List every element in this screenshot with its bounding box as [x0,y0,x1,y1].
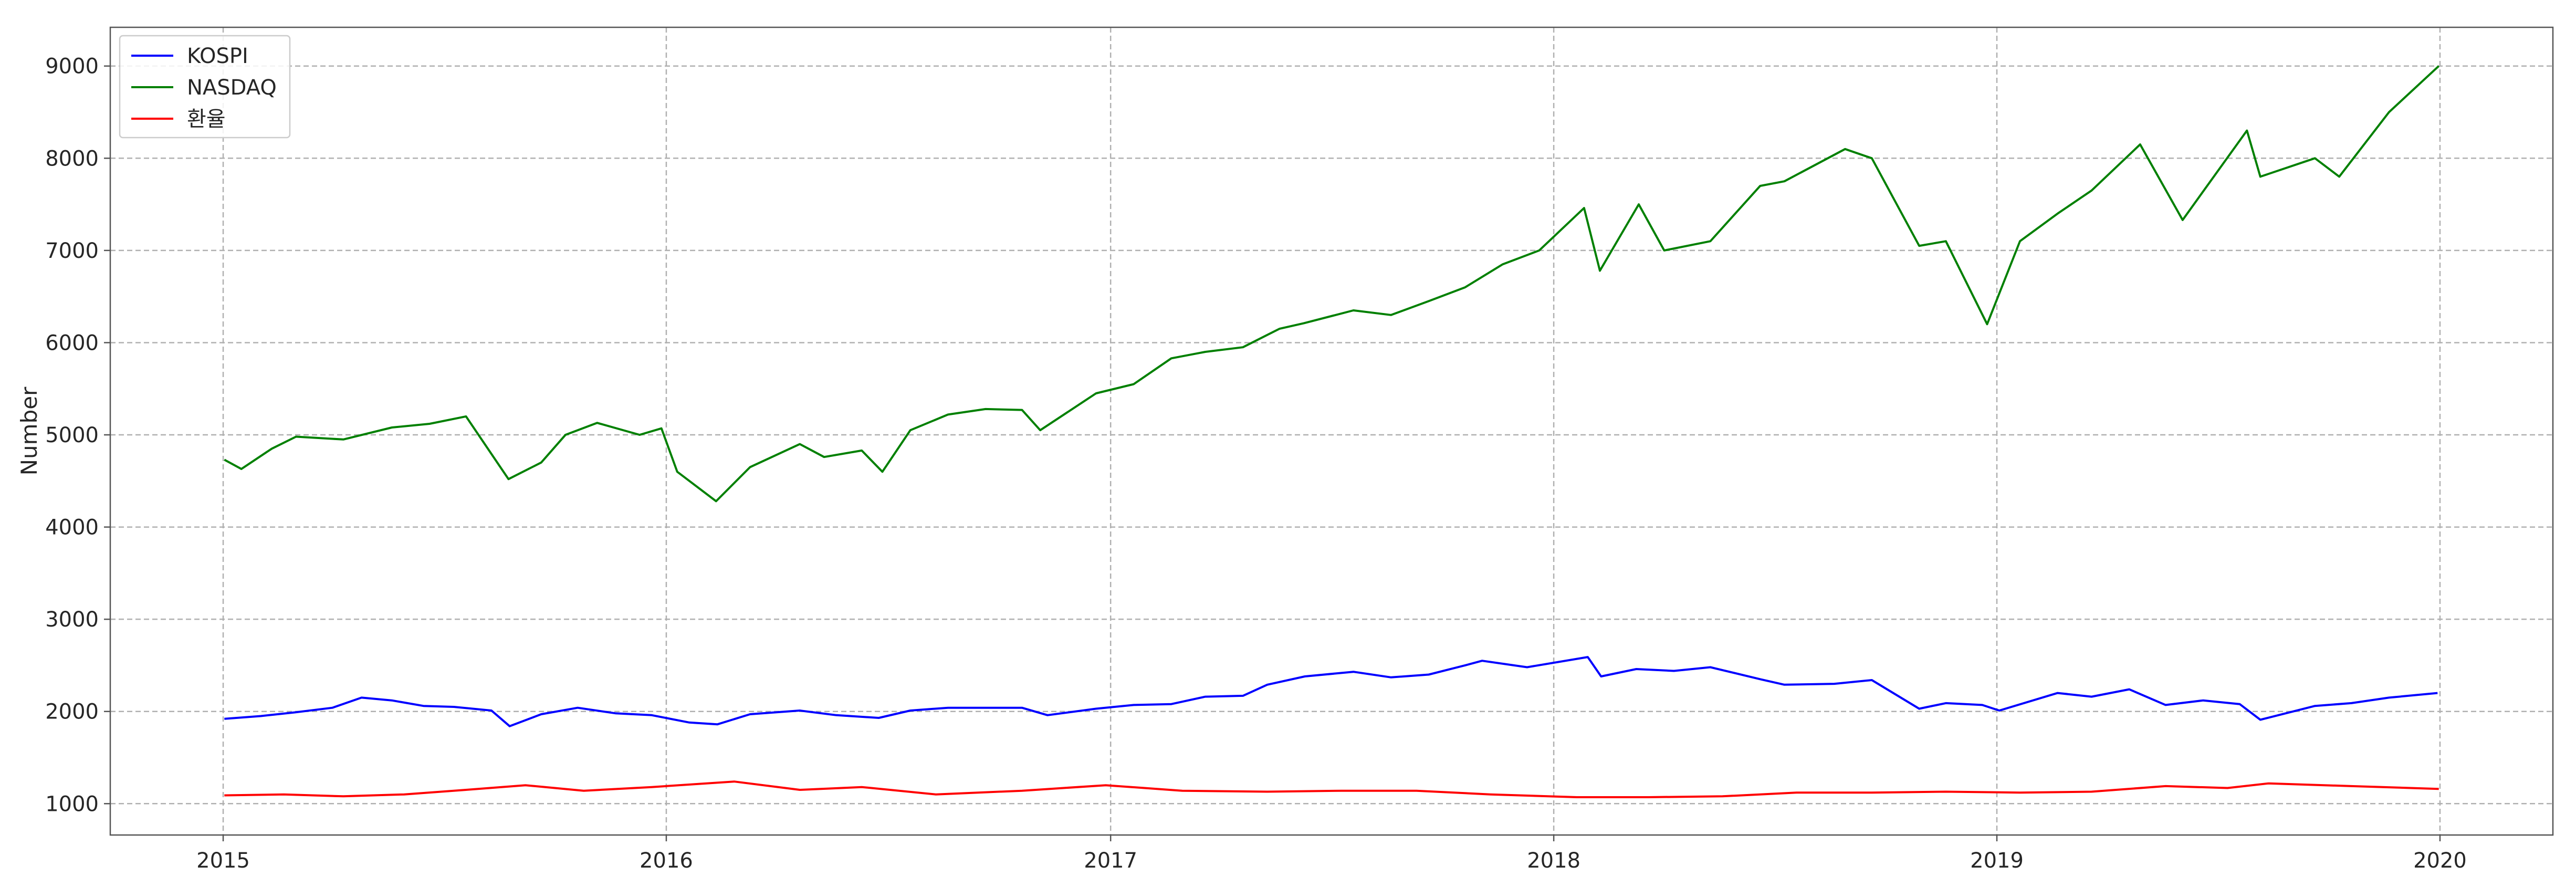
y-tick-label: 2000 [45,700,99,724]
x-tick-label: 2017 [1084,849,1137,873]
legend-label: 환율 [187,107,226,131]
y-tick-label: 4000 [45,516,99,540]
legend: KOSPI NASDAQ 환율 [119,35,291,139]
grid-lines [110,27,2553,835]
y-tick-label: 7000 [45,239,99,263]
x-tick-label: 2020 [2413,849,2467,873]
y-tick-label: 9000 [45,55,99,79]
x-tick-label: 2018 [1527,849,1580,873]
legend-label: KOSPI [187,44,248,68]
y-tick-label: 6000 [45,331,99,355]
y-axis: 1000 2000 3000 4000 5000 6000 7000 8000 9000 [45,55,110,816]
series-line-0 [224,656,2438,727]
y-tick-label: 5000 [45,423,99,447]
legend-label: NASDAQ [187,76,277,100]
x-tick-label: 2016 [640,849,693,873]
series-line-1 [224,65,2440,503]
x-tick-label: 2015 [196,849,250,873]
y-tick-label: 8000 [45,147,99,171]
y-axis-label: Number [16,387,42,475]
plot-frame [109,26,2554,836]
series-lines [224,65,2440,798]
x-tick-label: 2019 [1970,849,2024,873]
x-axis: 2015 2016 2017 2018 2019 2020 [196,835,2467,873]
y-tick-label: 1000 [45,792,99,816]
y-tick-label: 3000 [45,608,99,632]
series-line-2 [224,780,2439,798]
legend-box [119,35,291,139]
